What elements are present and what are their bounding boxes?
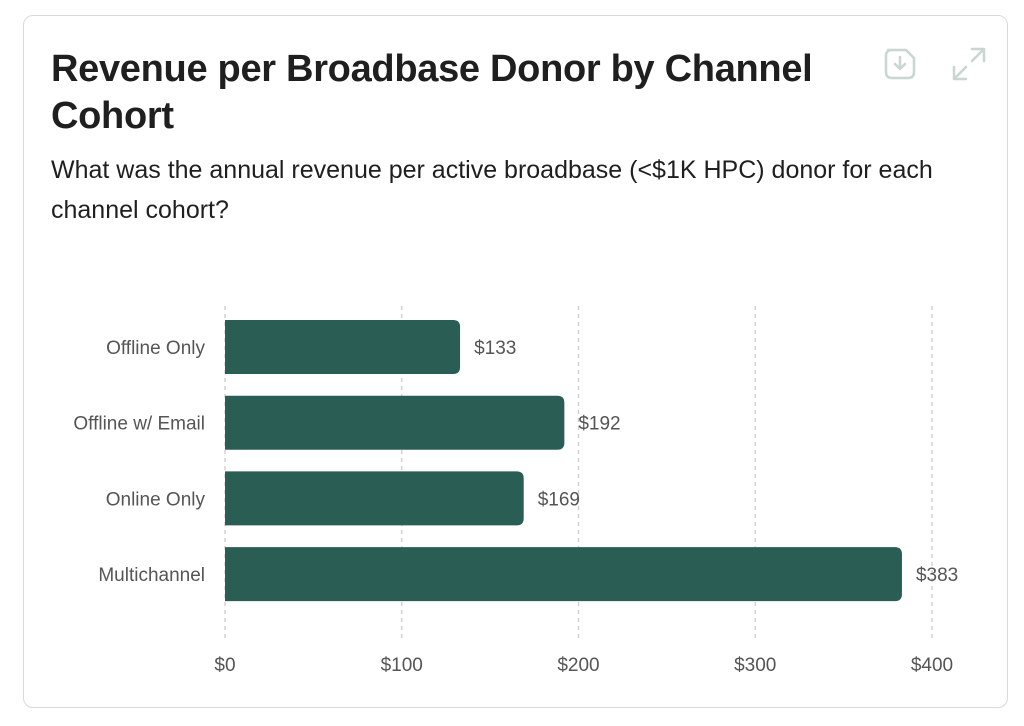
bar[interactable] [225,547,902,602]
x-tick-label: $100 [381,655,423,676]
expand-icon [952,47,986,81]
x-tick-label: $0 [214,655,235,676]
download-icon [884,48,916,80]
value-label: $133 [474,338,516,359]
download-button[interactable] [880,44,920,84]
chart-subtitle: What was the annual revenue per active b… [51,156,933,224]
x-tick-label: $400 [911,655,953,676]
chart-card: Revenue per Broadbase Donor by Channel C… [23,15,1008,708]
value-label: $383 [916,565,958,586]
bar[interactable] [225,320,461,374]
x-tick-label: $300 [734,655,776,676]
bar[interactable] [225,471,524,526]
expand-button[interactable] [949,44,989,84]
category-label: Offline Only [106,338,205,359]
bar[interactable] [225,395,565,450]
chart-title: Revenue per Broadbase Donor by Channel C… [51,48,813,137]
category-label: Online Only [106,489,206,510]
bar-chart: $0 $100 $200 $300 $400 Offline Only $133 Offlin… [73,306,958,676]
value-label: $192 [578,414,620,435]
value-label: $169 [538,489,580,510]
category-label: Offline w/ Email [73,414,205,435]
category-label: Multichannel [98,565,205,586]
x-tick-label: $200 [557,655,599,676]
